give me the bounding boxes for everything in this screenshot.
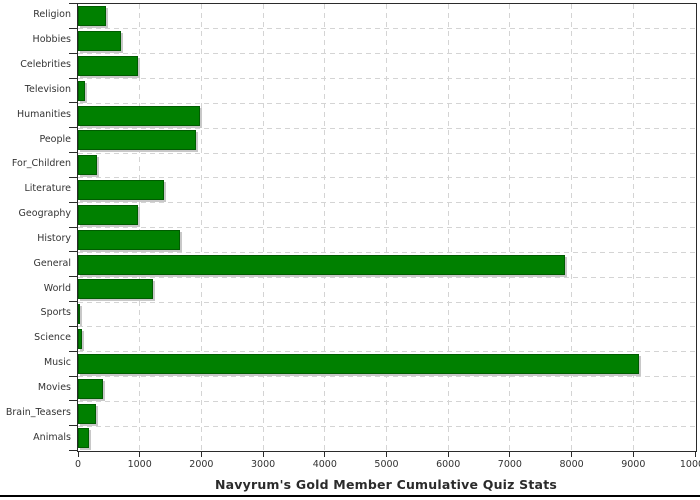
y-label-geography: Geography	[18, 208, 71, 220]
gridline-y-10	[78, 251, 696, 253]
bar-religion	[78, 6, 107, 27]
y-axis-tick-11	[69, 276, 78, 278]
bar-for_children	[78, 155, 97, 176]
bar-movies	[78, 378, 103, 399]
y-label-brain_teasers: Brain_Teasers	[5, 406, 71, 418]
x-tick-label-2000: 2000	[189, 459, 214, 470]
y-axis-tick-4	[69, 102, 78, 104]
bar-hobbies	[78, 31, 122, 52]
bar-sports	[78, 304, 81, 325]
x-axis-tick-4000	[324, 451, 326, 457]
y-label-religion: Religion	[33, 9, 71, 21]
x-axis-tick-8000	[571, 451, 573, 457]
y-label-humanities: Humanities	[16, 108, 71, 120]
x-axis-tick-10000	[694, 451, 696, 457]
gridline-y-5	[78, 127, 696, 129]
y-label-literature: Literature	[24, 183, 71, 195]
gridline-y-1	[78, 28, 696, 30]
y-label-world: World	[43, 282, 71, 294]
x-tick-label-10000: 10000	[679, 459, 700, 470]
bar-literature	[78, 180, 164, 201]
x-axis-tick-9000	[632, 451, 634, 457]
gridline-y-15	[78, 376, 696, 377]
y-axis-tick-16	[69, 400, 78, 402]
x-axis-tick-5000	[386, 451, 387, 457]
gridline-y-12	[78, 301, 696, 303]
y-label-celebrities: Celebrities	[20, 59, 71, 71]
y-label-people: People	[39, 133, 71, 145]
y-axis-tick-8	[69, 201, 78, 203]
y-label-hobbies: Hobbies	[32, 34, 71, 46]
bar-brain_teasers	[78, 403, 96, 424]
plot-area	[77, 3, 697, 452]
y-axis-tick-2	[69, 52, 78, 54]
y-axis-tick-17	[69, 425, 78, 427]
gridline-y-2	[78, 53, 696, 55]
y-axis-tick-12	[69, 301, 78, 302]
x-axis-tick-6000	[447, 451, 449, 457]
gridline-y-14	[78, 351, 696, 353]
y-label-sports: Sports	[40, 307, 71, 319]
y-axis-tick-7	[69, 176, 78, 178]
bar-geography	[78, 204, 138, 225]
y-label-music: Music	[43, 357, 71, 369]
y-label-for_children: For_Children	[11, 158, 71, 170]
gridline-y-9	[78, 227, 696, 228]
y-axis-tick-3	[69, 77, 78, 79]
y-axis-tick-14	[69, 350, 78, 352]
x-axis-tick-2000	[200, 451, 202, 457]
x-tick-label-0: 0	[74, 459, 82, 470]
y-axis-tick-13	[69, 325, 78, 327]
x-tick-label-4000: 4000	[312, 459, 337, 470]
bottom-divider	[0, 495, 700, 497]
y-axis-tick-6	[69, 152, 78, 153]
chart-title: Navyrum's Gold Member Cumulative Quiz St…	[214, 477, 558, 492]
y-label-animals: Animals	[33, 431, 71, 443]
bar-music	[78, 353, 639, 374]
x-axis-tick-7000	[509, 451, 511, 457]
y-label-general: General	[33, 257, 71, 269]
y-axis-tick-5	[69, 127, 78, 129]
bar-world	[78, 279, 154, 300]
bar-history	[78, 229, 180, 250]
bar-celebrities	[78, 55, 139, 76]
y-axis-tick-0	[69, 3, 78, 4]
gridline-y-7	[78, 177, 696, 179]
x-tick-label-6000: 6000	[436, 459, 461, 470]
gridline-y-6	[78, 152, 696, 154]
y-axis-tick-1	[69, 27, 78, 29]
y-axis-tick-18	[69, 450, 78, 451]
y-label-history: History	[37, 232, 71, 244]
x-axis-tick-1000	[139, 451, 141, 457]
y-axis-tick-9	[69, 226, 78, 228]
x-tick-label-1000: 1000	[127, 459, 152, 470]
bar-people	[78, 130, 197, 151]
bar-animals	[78, 428, 90, 449]
bar-humanities	[78, 105, 201, 126]
y-label-movies: Movies	[37, 381, 71, 393]
gridline-y-13	[78, 326, 696, 328]
bar-television	[78, 80, 85, 101]
y-label-television: Television	[24, 83, 71, 95]
x-tick-label-8000: 8000	[559, 459, 584, 470]
bar-science	[78, 329, 83, 350]
gridline-y-16	[78, 400, 696, 402]
x-tick-label-3000: 3000	[251, 459, 276, 470]
x-axis-tick-3000	[262, 451, 264, 457]
gridline-y-8	[78, 202, 696, 204]
gridline-y-11	[78, 276, 696, 278]
y-axis-tick-15	[69, 375, 78, 377]
y-axis-tick-10	[69, 251, 78, 253]
gridline-y-17	[78, 425, 696, 427]
x-axis-tick-0	[77, 451, 79, 457]
x-tick-label-9000: 9000	[621, 459, 646, 470]
x-tick-label-7000: 7000	[497, 459, 522, 470]
gridline-y-3	[78, 78, 696, 79]
x-tick-label-5000: 5000	[374, 459, 399, 470]
gridline-y-4	[78, 102, 696, 104]
y-label-science: Science	[34, 332, 71, 344]
bar-general	[78, 254, 565, 275]
